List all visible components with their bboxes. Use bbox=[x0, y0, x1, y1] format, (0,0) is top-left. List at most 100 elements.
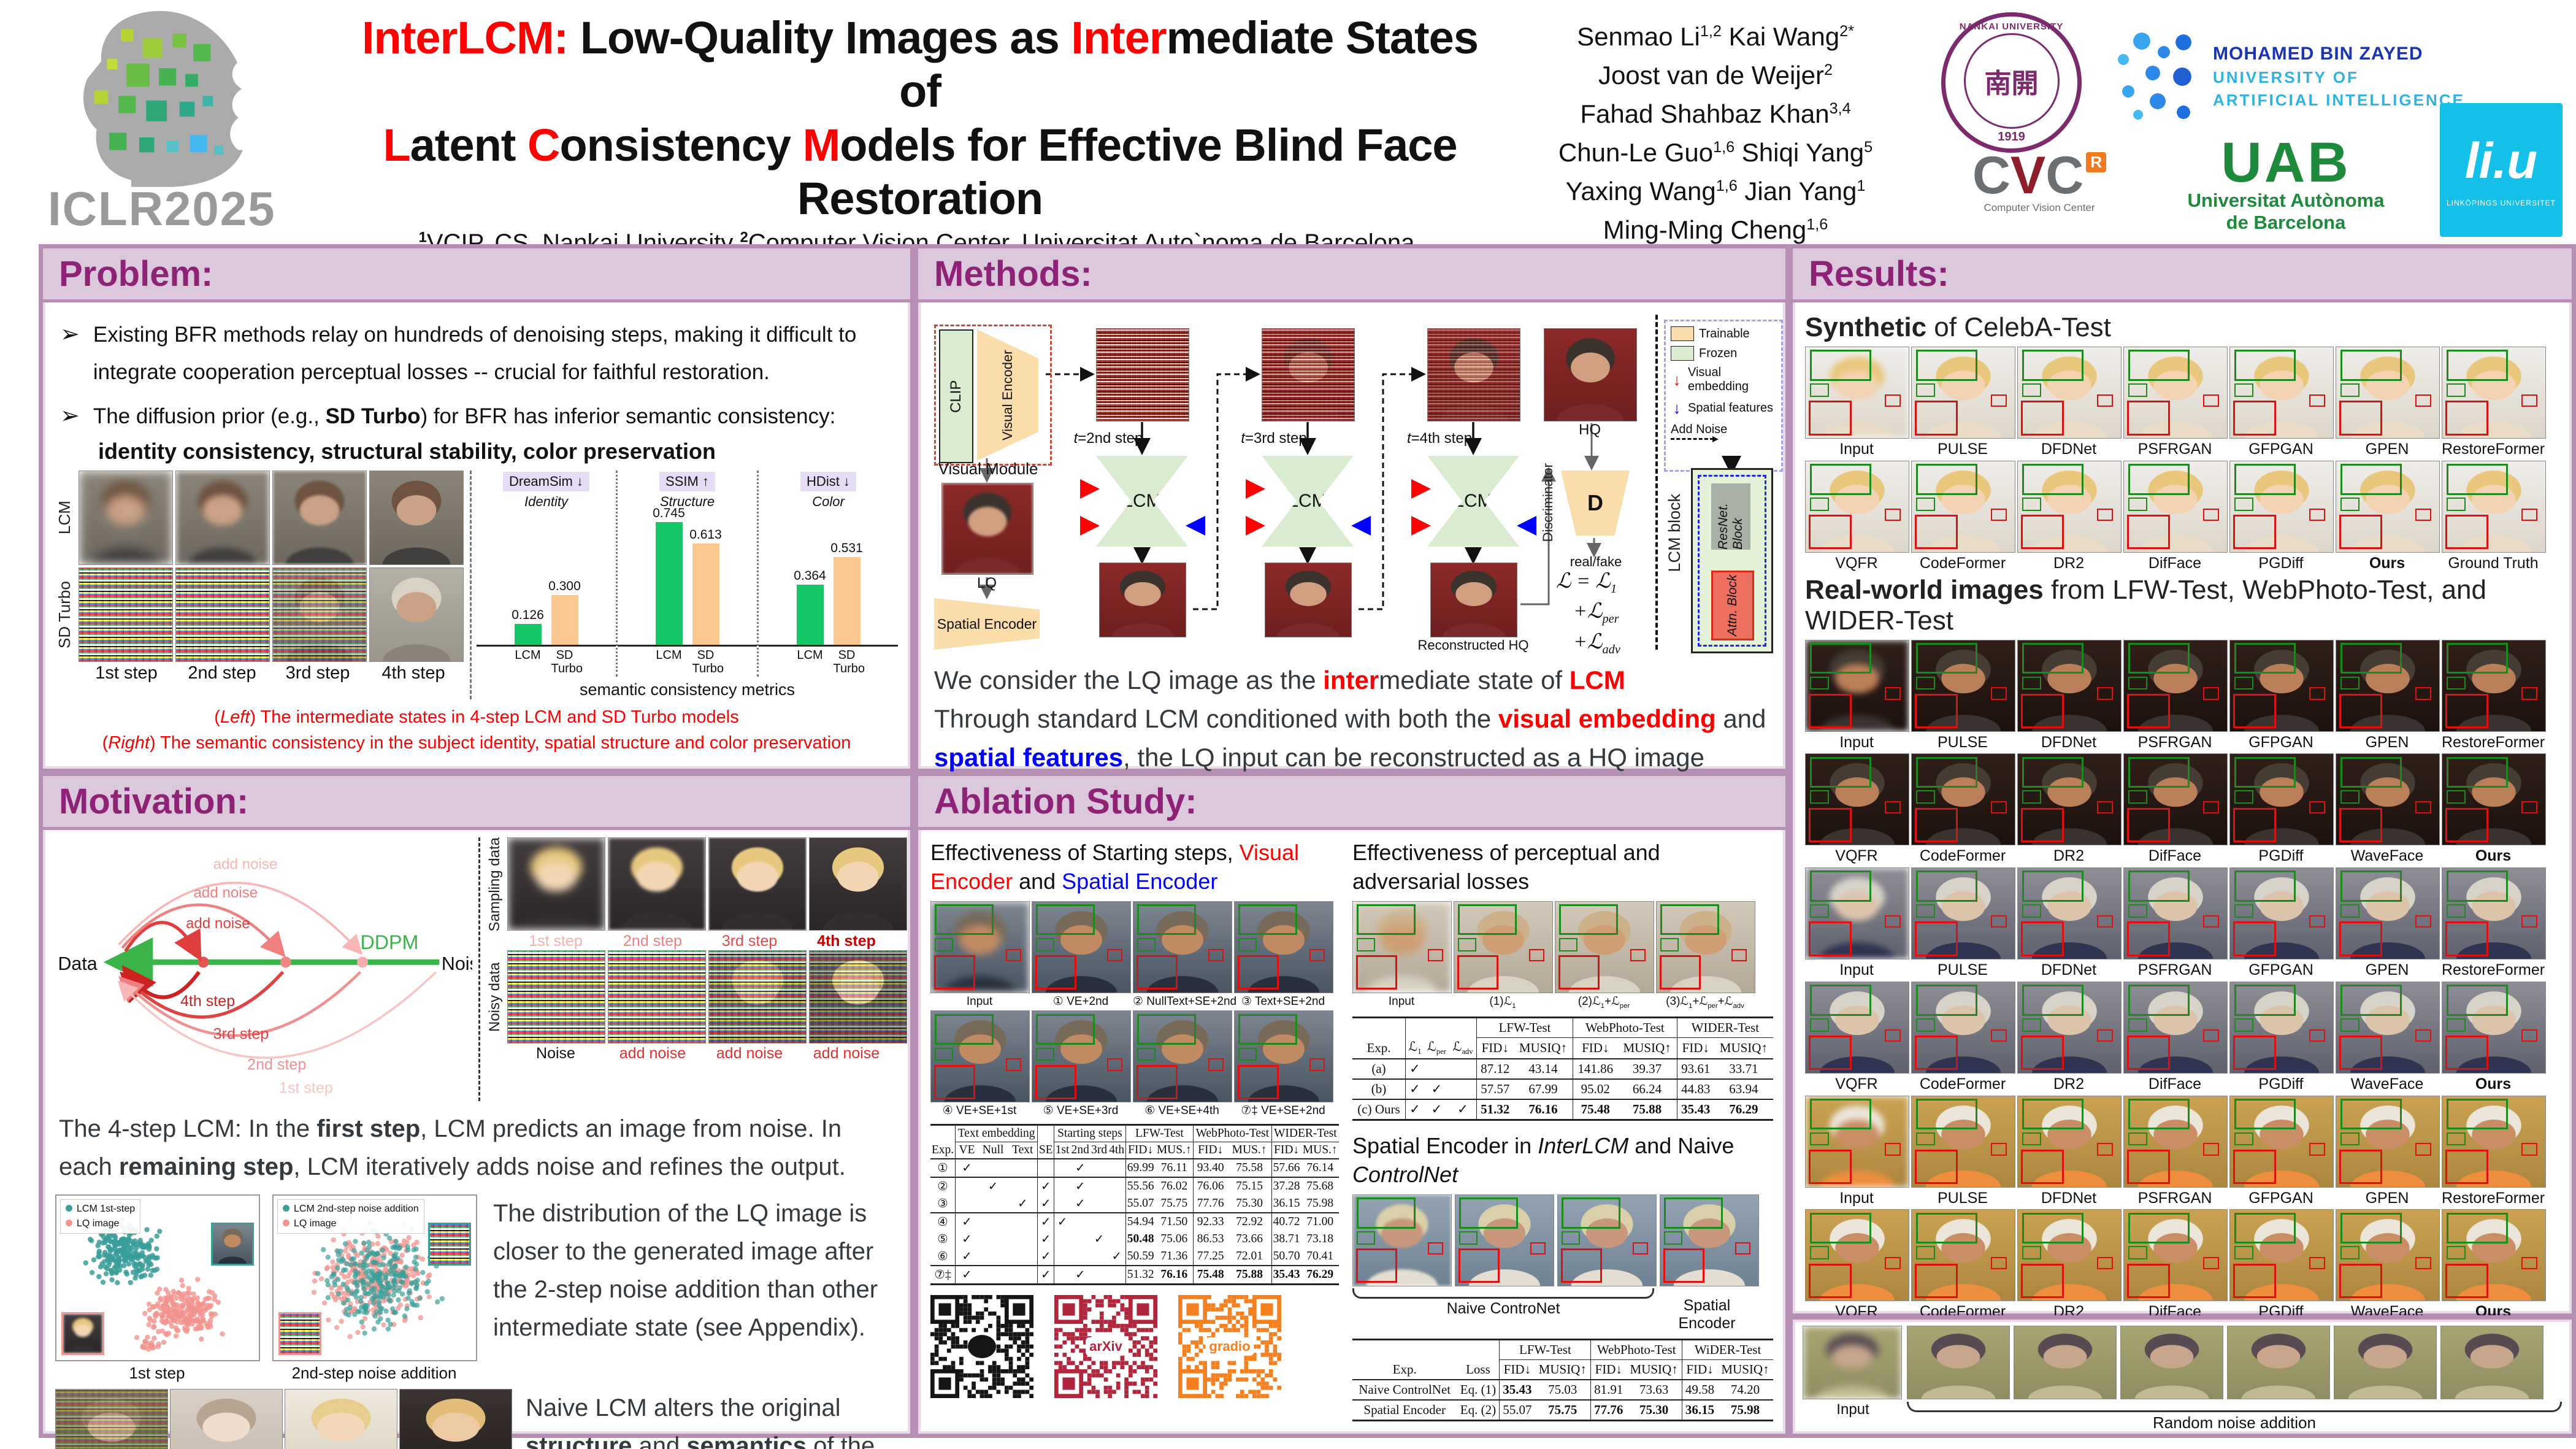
result-photo bbox=[2123, 1095, 2228, 1188]
green-zoom-box bbox=[1357, 1231, 1375, 1245]
result-photo bbox=[2017, 639, 2122, 732]
green-zoom-box bbox=[2022, 1246, 2041, 1260]
red-zoom-box bbox=[1355, 1248, 1397, 1283]
bar-value-label: 0.531 bbox=[830, 540, 863, 555]
diagram-legend: Trainable Frozen ↓ Visual embedding ↓ Spat… bbox=[1664, 320, 1783, 472]
green-zoom-box bbox=[2446, 985, 2508, 1016]
step-label: add noise bbox=[716, 1045, 783, 1063]
result-photo bbox=[2123, 753, 2228, 846]
discriminator-d: D bbox=[1561, 471, 1630, 536]
red-zoom-box bbox=[1990, 915, 2007, 928]
chart-group-identity: DreamSim ↓ Identity 0.126 0.300 LCM SD Turbo bbox=[477, 471, 616, 677]
photo-label: Ours bbox=[2369, 554, 2405, 572]
result-photo bbox=[2123, 867, 2228, 959]
red-zoom-box bbox=[1663, 1248, 1704, 1283]
red-zoom-box bbox=[1990, 394, 2007, 407]
red-zoom-box bbox=[2096, 1257, 2113, 1270]
red-zoom-box bbox=[1809, 1263, 1852, 1298]
noisy-image bbox=[507, 950, 605, 1044]
visual-encoder: Visual Encoder bbox=[977, 329, 1038, 461]
photo-label: PULSE bbox=[1938, 440, 1988, 458]
red-zoom-box bbox=[2415, 915, 2431, 928]
restored-image bbox=[1430, 563, 1517, 637]
bar-value-label: 0.364 bbox=[794, 568, 826, 583]
photo-label: (2)ℒ1+ℒper bbox=[1577, 994, 1630, 1010]
green-zoom-box bbox=[1660, 904, 1719, 936]
green-zoom-box bbox=[2022, 985, 2083, 1016]
row-label: Sampling data bbox=[486, 837, 503, 932]
green-zoom-box bbox=[2340, 1018, 2359, 1032]
bullet-arrow-icon: ➢ bbox=[60, 321, 80, 347]
photo-label: DFDNet bbox=[2041, 961, 2097, 978]
photo-label: Ours bbox=[2475, 847, 2512, 865]
svg-text:DDPM: DDPM bbox=[360, 931, 418, 953]
problem-bullet: ➢ The diffusion prior (e.g., SD Turbo) fo… bbox=[60, 398, 893, 435]
brace bbox=[1907, 1402, 2562, 1412]
restored-image bbox=[1265, 563, 1352, 637]
bar-value-label: 0.300 bbox=[548, 578, 581, 593]
result-photo bbox=[2017, 1209, 2122, 1302]
red-zoom-box bbox=[1630, 948, 1646, 961]
x-tick-label: SD Turbo bbox=[551, 648, 583, 675]
scatter-2nd-step: LCM 2nd-step noise addition LQ image 2nd-… bbox=[272, 1194, 477, 1383]
result-photo bbox=[2442, 753, 2546, 846]
motivation-paragraph-1: The 4-step LCM: In the first step, LCM p… bbox=[59, 1115, 846, 1180]
green-zoom-box bbox=[2446, 676, 2466, 690]
methods-diagram: CLIP Visual Encoder Visual Module LQ Spa… bbox=[930, 310, 1783, 656]
sdturbo-step-image bbox=[272, 567, 367, 662]
green-zoom-box bbox=[1458, 904, 1517, 936]
green-zoom-box bbox=[2022, 756, 2083, 788]
realworld-set1-row2: VQFR CodeFormer DR2 DifFace PGDiff WaveFace Ou… bbox=[1805, 753, 2559, 865]
svg-text:Noise: Noise bbox=[442, 953, 472, 974]
green-zoom-box bbox=[2022, 383, 2041, 397]
photo-label: VQFR bbox=[1835, 1075, 1878, 1093]
red-zoom-box bbox=[2021, 515, 2064, 550]
green-zoom-box bbox=[1357, 904, 1416, 936]
green-zoom-box bbox=[2446, 383, 2466, 397]
result-photo bbox=[1805, 460, 1909, 553]
red-zoom-box bbox=[1915, 921, 1958, 956]
green-zoom-box bbox=[1915, 642, 1977, 674]
red-zoom-box bbox=[2339, 693, 2382, 729]
red-zoom-box bbox=[1208, 1058, 1224, 1071]
red-zoom-box bbox=[2096, 394, 2113, 407]
iclr2025-logo-icon: ICLR2025 bbox=[43, 4, 331, 237]
motivation-paragraph-3: Naive LCM alters the original structure … bbox=[526, 1394, 875, 1449]
photo-label: Input bbox=[1839, 733, 1874, 751]
red-zoom-box bbox=[2445, 693, 2488, 729]
spatial-encoder: Spatial Encoder bbox=[934, 598, 1040, 650]
photo-label: GPEN bbox=[2365, 961, 2409, 978]
step-column-label: 2nd step bbox=[188, 663, 256, 683]
green-zoom-box bbox=[2128, 871, 2190, 902]
metric-pill: SSIM ↑ bbox=[659, 471, 715, 491]
photo-label: DFDNet bbox=[2041, 440, 2097, 458]
red-zoom-box bbox=[1809, 401, 1852, 436]
realworld-heading: Real-world images from LFW-Test, WebPhot… bbox=[1805, 574, 2486, 636]
result-photo bbox=[1805, 639, 1909, 732]
red-zoom-box bbox=[1915, 515, 1958, 550]
green-zoom-box bbox=[935, 1013, 994, 1045]
noisy-image bbox=[708, 950, 807, 1044]
photo-label: DFDNet bbox=[2041, 1189, 2097, 1207]
github-octocat-icon bbox=[968, 1335, 996, 1359]
x-tick-label: SD Turbo bbox=[833, 648, 865, 675]
bar-lcm: 0.745 bbox=[653, 506, 685, 645]
random-noise-image bbox=[1907, 1326, 2010, 1399]
author: Joost van de Weijer2 bbox=[1598, 61, 1833, 90]
result-photo bbox=[930, 1010, 1030, 1103]
red-zoom-box bbox=[2309, 687, 2325, 700]
result-photo bbox=[2017, 981, 2122, 1074]
green-zoom-box bbox=[2128, 985, 2190, 1016]
result-photo bbox=[1352, 901, 1452, 993]
x-tick-label: LCM bbox=[515, 648, 541, 662]
noisy-image-step2 bbox=[1096, 328, 1189, 421]
red-zoom-box bbox=[2339, 807, 2382, 842]
result-photo bbox=[1911, 460, 2015, 553]
red-zoom-box bbox=[1915, 401, 1958, 436]
green-zoom-box bbox=[1809, 350, 1871, 381]
red-zoom-box bbox=[2021, 1263, 2064, 1298]
red-zoom-box bbox=[2445, 1149, 2488, 1185]
green-zoom-box bbox=[2022, 676, 2041, 690]
green-zoom-box bbox=[1915, 350, 1977, 381]
